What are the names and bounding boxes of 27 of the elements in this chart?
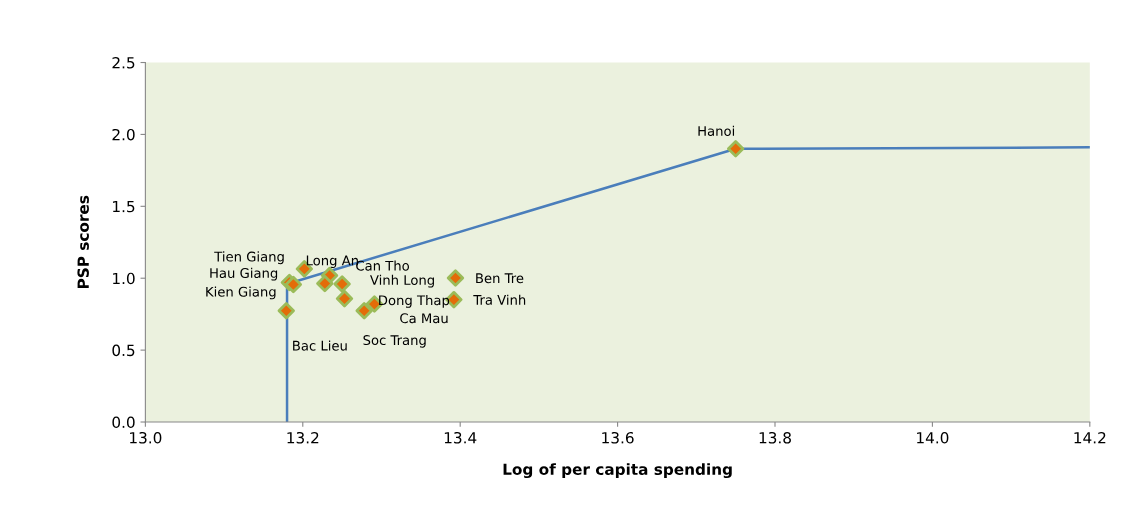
annotation: Dong Thap [379, 295, 450, 308]
y-tick-label: 2.5 [112, 56, 135, 69]
annotation: Bac Lieu [293, 340, 347, 351]
x-tick-label: 14.2 [1074, 432, 1106, 444]
annotation: Soc Trang [363, 335, 426, 348]
x-tick-label: 13.8 [759, 432, 791, 444]
y-tick-label: 0.0 [112, 416, 135, 429]
annotation: Kien Giang [206, 286, 276, 300]
x-tick-label: 13.0 [130, 432, 162, 444]
y-axis-title: PSP scores [77, 195, 89, 289]
annotation: Tra Vinh [473, 294, 526, 305]
y-tick-label: 2.0 [112, 128, 135, 141]
x-tick-label: 13.6 [602, 432, 634, 444]
y-tick-label: 1.5 [113, 200, 135, 213]
x-tick-label: 13.4 [444, 432, 477, 444]
annotation: Tien Giang [214, 251, 284, 265]
x-tick-label: 14.0 [917, 432, 949, 444]
y-tick-label: 0.5 [112, 344, 135, 357]
y-tick-label: 1.0 [113, 272, 135, 285]
annotation: Vinh Long [370, 274, 434, 288]
annotation: Hau Giang [210, 267, 278, 281]
annotation: Hanoi [698, 125, 735, 136]
x-tick-label: 13.2 [287, 432, 319, 444]
annotation: Ben Tre [476, 273, 524, 284]
x-axis-title: Log of per capita spending [503, 463, 732, 479]
annotation: Can Tho [356, 260, 410, 271]
annotation: Ca Mau [400, 313, 448, 324]
